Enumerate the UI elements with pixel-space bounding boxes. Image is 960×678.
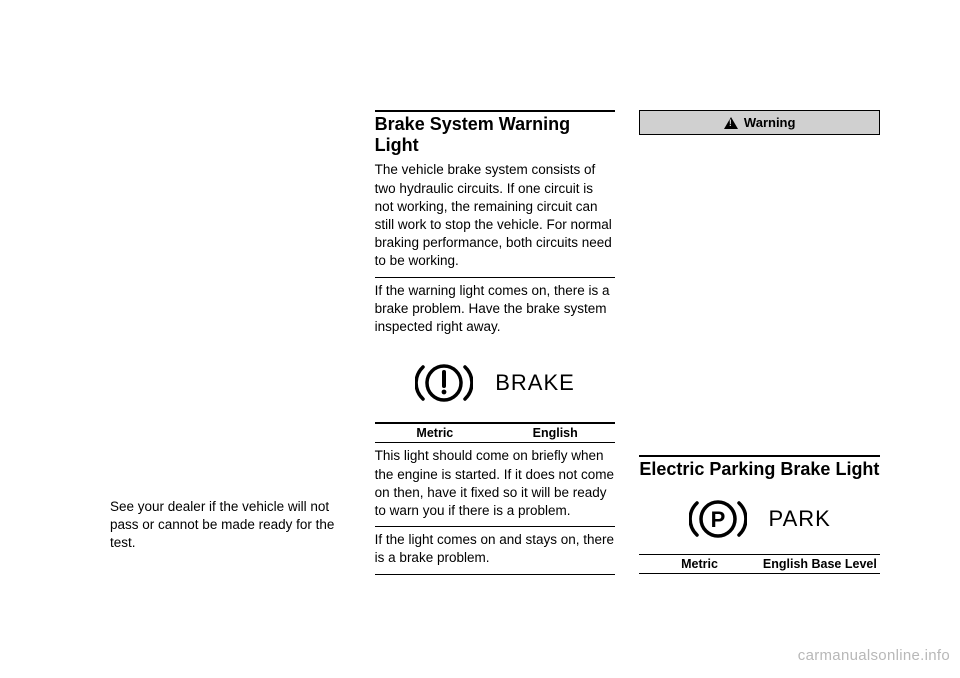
brake-warning-p3: This light should come on briefly when t… — [375, 447, 616, 527]
watermark: carmanualsonline.info — [798, 647, 950, 664]
svg-text:P: P — [710, 507, 725, 532]
brake-warning-heading: Brake System Warning Light — [375, 110, 616, 155]
dealer-note: See your dealer if the vehicle will not … — [110, 498, 351, 559]
caption-metric: Metric — [375, 424, 495, 442]
column-3: Warning Electric Parking Brake Light P P… — [639, 110, 880, 579]
warning-box: Warning — [639, 110, 880, 135]
column-2: Brake System Warning Light The vehicle b… — [375, 110, 616, 579]
caption-metric-park: Metric — [639, 555, 759, 573]
manual-page: See your dealer if the vehicle will not … — [0, 0, 960, 639]
park-icon-row: P PARK — [639, 486, 880, 554]
brake-caption-row: Metric English — [375, 423, 616, 443]
caption-english: English — [495, 424, 615, 442]
park-caption-row: Metric English Base Level — [639, 554, 880, 574]
warning-label: Warning — [744, 115, 796, 130]
brake-label: BRAKE — [495, 370, 575, 396]
brake-warning-p4: If the light comes on and stays on, ther… — [375, 531, 616, 574]
brake-warning-icon — [415, 358, 473, 408]
column-1: See your dealer if the vehicle will not … — [110, 110, 351, 579]
park-label: PARK — [769, 506, 831, 532]
brake-icon-row: BRAKE — [375, 346, 616, 423]
caption-english-park: English Base Level — [760, 555, 880, 573]
parking-brake-icon: P — [689, 494, 747, 544]
brake-warning-p2: If the warning light comes on, there is … — [375, 282, 616, 343]
epb-heading: Electric Parking Brake Light — [639, 455, 880, 480]
warning-triangle-icon — [724, 117, 738, 129]
brake-warning-p1: The vehicle brake system consists of two… — [375, 161, 616, 277]
